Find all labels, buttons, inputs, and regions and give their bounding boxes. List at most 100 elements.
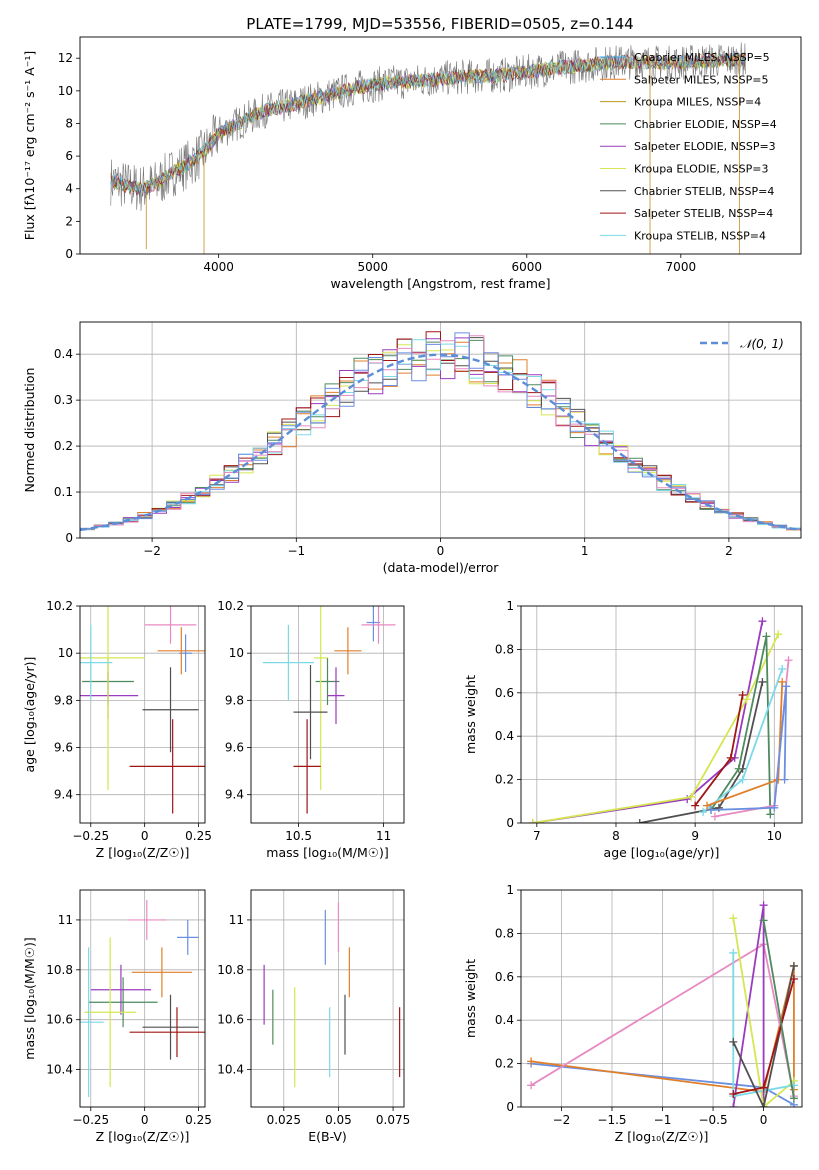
error-point [80,947,104,1098]
error-point [129,719,205,814]
weight-marker [789,961,798,970]
plot-area-residuals [80,322,801,538]
error-point [144,606,197,644]
y-axis-label: Flux [fλ10⁻¹⁷ erg cm⁻² s⁻¹ A⁻¹] [22,51,37,240]
y-tick-label: 0.2 [495,773,514,787]
weight-marker [770,803,779,812]
y-tick-label: 10.4 [217,1063,244,1077]
weight-marker [789,1094,798,1103]
legend-label: Chabrier ELODIE, NSSP=4 [634,118,777,131]
x-tick-label: 7000 [666,260,697,274]
y-tick-label: 0.4 [54,347,73,361]
plot-area-spectrum [110,42,746,254]
y-tick-label: 11 [229,913,244,927]
x-tick-label: −1 [287,544,305,558]
x-axis-label: Z [log₁₀(Z/Z☉)] [96,1129,190,1144]
legend-label: Chabrier STELIB, NSSP=4 [634,185,774,198]
legend-label: Salpeter STELIB, NSSP=4 [634,207,773,220]
x-tick-label: 0 [141,1113,149,1127]
weight-marker [759,1083,768,1092]
axes-frame [250,605,405,824]
x-tick-label: −0.5 [698,1113,727,1127]
y-tick-label: 0.8 [495,642,514,656]
x-axis-label: (data-model)/error [383,560,500,575]
y-tick-label: 9.6 [54,741,73,755]
axes-frame [79,889,206,1108]
x-axis-label: mass [log₁₀(M/M☉)] [266,845,388,860]
x-tick-label: 4000 [203,260,234,274]
weight-marker [703,801,712,810]
weight-marker [729,948,738,957]
weight-marker [780,775,789,784]
x-tick-label: 9 [691,829,699,843]
axes-frame [520,889,803,1108]
x-tick-label: 11 [376,829,391,843]
axes-age_vs_Z: −0.25 0 0.25 9.4 9.6 9.8 10 10.2 Z [log₁₀(Z/Z☉)]… [22,599,212,860]
y-tick-label: 9.8 [225,693,244,707]
x-tick-label: 10 [767,829,782,843]
weight-marker [759,901,768,910]
plot-area-age_vs_mass [251,606,404,823]
spectrum-model-line [110,53,746,195]
weight-series-line [530,965,795,1093]
y-tick-label: 10 [229,646,244,660]
weight-marker [699,808,708,817]
x-tick-label: −0.25 [72,1113,109,1127]
error-point [293,719,321,814]
x-tick-label: 0 [760,1113,768,1127]
y-tick-label: 0.8 [495,926,514,940]
error-point [313,606,328,790]
weight-marker [778,677,787,686]
axes-frame [79,36,802,255]
x-tick-label: 0.05 [325,1113,352,1127]
weight-marker [782,682,791,691]
y-axis-label: mass weight [463,675,478,754]
x-tick-label: 0.075 [376,1113,410,1127]
error-point [176,919,199,955]
axes-mass_vs_Z: −0.25 0 0.25 10.4 10.6 10.8 11 Z [log₁₀(Z/Z☉)] m… [22,889,212,1144]
plot-area-age_vs_Z [80,606,205,823]
y-tick-label: 9.4 [54,788,73,802]
error-point [88,977,158,1028]
weight-series-line [762,920,795,1099]
y-tick-label: 10.4 [46,1063,73,1077]
y-tick-label: 0.4 [495,729,514,743]
histogram-step [80,332,801,530]
weight-marker [734,764,743,773]
y-tick-label: 0.2 [495,1057,514,1071]
y-tick-label: 0 [65,247,73,261]
x-tick-label: −2 [143,544,161,558]
gaussian-curve [80,353,801,532]
y-tick-label: 0.3 [54,393,73,407]
y-tick-label: 10.8 [217,963,244,977]
y-tick-label: 9.4 [225,788,244,802]
weight-marker [766,810,775,819]
error-point [84,937,137,1088]
weight-marker [758,677,767,686]
x-tick-label: 0 [437,544,445,558]
weight-marker [762,632,771,641]
x-tick-label: 2 [725,544,733,558]
x-tick-label: −0.25 [72,829,109,843]
weight-marker [759,916,768,925]
axes-age_vs_mass: 10.5 11 9.4 9.6 9.8 10 10.2 mass [log₁₀(M/M☉)] [217,599,405,860]
error-point [80,624,113,701]
plot-area-weight_vs_age [521,606,802,823]
weight-marker [784,656,793,665]
y-tick-label: 0.2 [54,439,73,453]
error-point [90,964,152,1015]
error-point [262,624,314,701]
x-axis-label: Z [log₁₀(Z/Z☉)] [96,845,190,860]
x-tick-label: 8 [612,829,620,843]
weight-series-line [710,686,788,811]
y-tick-label: 11 [58,913,73,927]
weight-marker [729,914,738,923]
x-axis-label: Z [log₁₀(Z/Z☉)] [615,1129,709,1144]
axes-weight_vs_age: 7 8 9 10 0 0.2 0.4 0.6 0.8 1 age [log₁₀(age/yr)] ma… [463,599,803,860]
axes-spectrum: 4000 5000 6000 7000 0 2 4 6 8 10 12 wavelength [Ang… [22,36,802,291]
axes-frame [520,605,803,824]
x-tick-label: 6000 [512,260,543,274]
weight-marker [759,1103,768,1107]
